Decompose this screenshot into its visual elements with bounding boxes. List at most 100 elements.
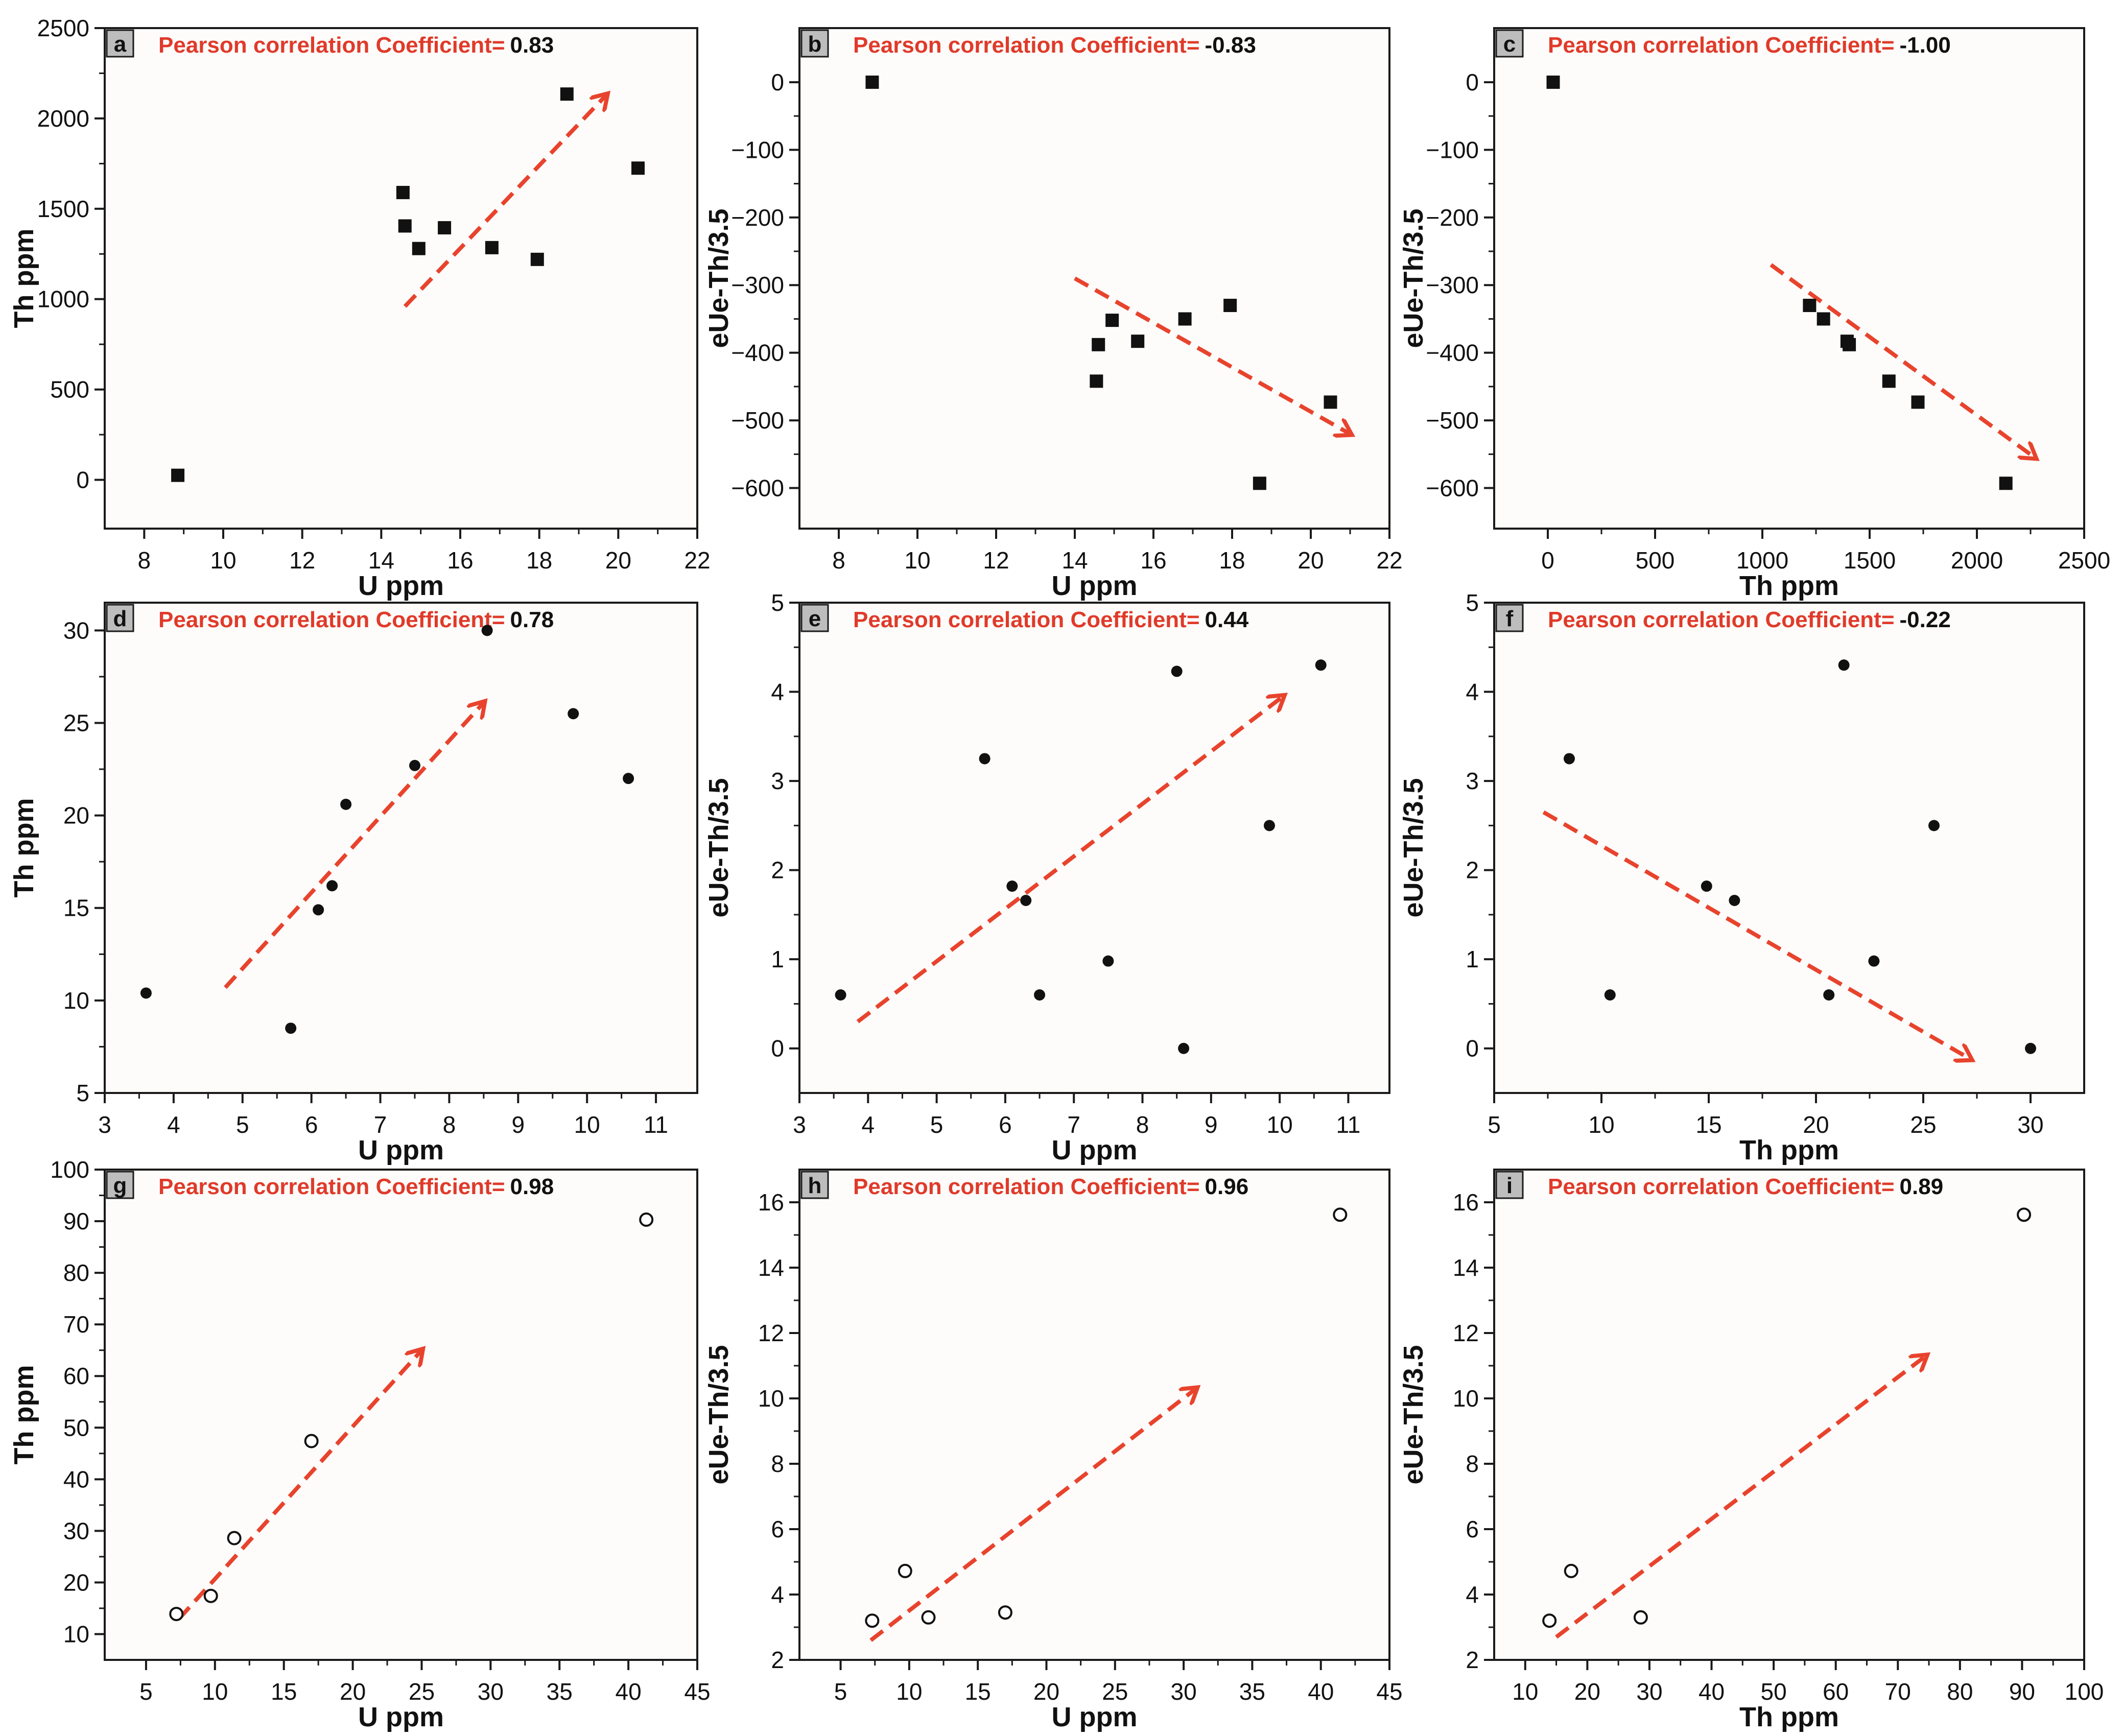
trend-arrow — [177, 1350, 422, 1620]
data-point — [1564, 1563, 1578, 1578]
data-point — [1263, 820, 1275, 831]
data-point — [1546, 75, 1560, 89]
coefficient-value: 0.96 — [1205, 1174, 1249, 1199]
x-tick-label: 90 — [2009, 1678, 2035, 1705]
x-tick-label: 25 — [1102, 1678, 1128, 1705]
y-tick-label: 6 — [1466, 1516, 1479, 1542]
panel-letter-box — [1495, 1171, 1524, 1199]
data-point — [1090, 374, 1103, 388]
y-tick-label: 5 — [76, 1080, 89, 1106]
data-point — [1542, 1613, 1557, 1628]
trend-arrow — [1770, 263, 2035, 458]
x-tick-label: 10 — [904, 547, 930, 574]
x-tick-label: 8 — [443, 1111, 456, 1138]
y-tick-label: 4 — [771, 1581, 784, 1608]
y-axis-title: eUe-Th/3.5 — [703, 778, 734, 917]
y-tick-label: 2 — [1466, 1647, 1479, 1673]
x-axis-title: Th ppm — [1739, 1135, 1839, 1166]
x-tick-label: 20 — [1803, 1111, 1829, 1138]
data-point — [140, 987, 152, 999]
x-tick-label: 2000 — [1951, 547, 2003, 574]
y-tick-label: 20 — [63, 802, 89, 829]
x-axis-title: Th ppm — [1739, 1702, 1839, 1732]
x-tick-label: 3 — [793, 1111, 806, 1138]
data-point — [979, 753, 990, 765]
trend-arrow — [1074, 276, 1350, 434]
x-tick-label: 10 — [210, 547, 236, 574]
panel-letter-box — [1495, 29, 1524, 58]
x-tick-label: 20 — [605, 547, 631, 574]
x-tick-label: 20 — [1574, 1678, 1600, 1705]
y-tick-label: −200 — [731, 204, 784, 231]
data-point — [1020, 894, 1032, 906]
panel-letter: f — [1506, 606, 1514, 631]
panel-letter: e — [809, 606, 821, 631]
y-tick-label: 0 — [76, 466, 89, 493]
data-point — [1178, 312, 1192, 326]
y-tick-label: 80 — [63, 1259, 89, 1286]
x-tick-label: 1000 — [1736, 547, 1788, 574]
data-point — [1333, 1207, 1348, 1222]
x-tick-label: 14 — [1062, 547, 1088, 574]
y-axis-title: Th ppm — [9, 1365, 39, 1465]
x-tick-label: 5 — [1488, 1111, 1501, 1138]
y-tick-label: 4 — [771, 679, 784, 705]
x-tick-label: 5 — [834, 1678, 847, 1705]
plot-frame — [1493, 27, 2085, 530]
x-tick-label: 20 — [340, 1678, 366, 1705]
x-tick-label: 8 — [138, 547, 151, 574]
x-tick-label: 18 — [1219, 547, 1245, 574]
x-tick-label: 10 — [202, 1678, 228, 1705]
x-tick-label: 10 — [574, 1111, 600, 1138]
x-tick-label: 5 — [930, 1111, 943, 1138]
y-tick-label: 16 — [1453, 1189, 1479, 1216]
plot-frame — [798, 602, 1390, 1094]
y-axis-title: eUe-Th/3.5 — [1398, 1345, 1429, 1484]
data-point — [1701, 881, 1712, 892]
x-tick-label: 11 — [644, 1111, 668, 1138]
y-tick-label: 1 — [1466, 946, 1479, 972]
trend-arrow — [1542, 810, 1971, 1059]
y-tick-label: 14 — [758, 1254, 784, 1281]
coefficient-value: -1.00 — [1900, 33, 1951, 58]
data-point — [1131, 335, 1145, 348]
data-point — [481, 625, 493, 636]
x-tick-label: 2500 — [2058, 547, 2110, 574]
x-tick-label: 9 — [1205, 1111, 1218, 1138]
x-tick-label: 25 — [1910, 1111, 1936, 1138]
data-point — [1315, 659, 1327, 671]
y-axis-title: eUe-Th/3.5 — [703, 208, 734, 348]
y-tick-label: 40 — [63, 1466, 89, 1492]
coefficient-label: Pearson correlation Coefficient= 0.96 — [853, 1174, 1248, 1199]
x-tick-label: 8 — [832, 547, 845, 574]
data-point — [1006, 881, 1018, 892]
x-tick-label: 30 — [1636, 1678, 1662, 1705]
x-tick-label: 40 — [1308, 1678, 1334, 1705]
y-tick-label: 0 — [1466, 1035, 1479, 1062]
y-tick-label: −200 — [1426, 204, 1479, 231]
x-tick-label: 80 — [1947, 1678, 1973, 1705]
data-point — [1253, 477, 1266, 490]
x-tick-label: 40 — [616, 1678, 642, 1705]
x-tick-label: 30 — [2017, 1111, 2043, 1138]
data-point — [313, 904, 324, 916]
x-tick-label: 12 — [289, 547, 315, 574]
x-axis-title: U ppm — [1052, 1135, 1138, 1166]
y-tick-label: 16 — [758, 1189, 784, 1216]
y-axis-title: Th ppm — [9, 229, 39, 328]
y-tick-label: 30 — [63, 1517, 89, 1544]
y-tick-label: 100 — [50, 1156, 89, 1183]
panel-letter-box — [106, 604, 134, 632]
x-tick-label: 5 — [236, 1111, 249, 1138]
data-point — [203, 1588, 218, 1603]
x-tick-label: 6 — [305, 1111, 318, 1138]
y-tick-label: 3 — [1466, 768, 1479, 794]
x-tick-label: 8 — [1136, 1111, 1149, 1138]
panel-letter: b — [808, 32, 822, 57]
coefficient-value: 0.89 — [1900, 1174, 1944, 1199]
panel-letter-box — [800, 604, 829, 632]
y-tick-label: 25 — [63, 709, 89, 736]
